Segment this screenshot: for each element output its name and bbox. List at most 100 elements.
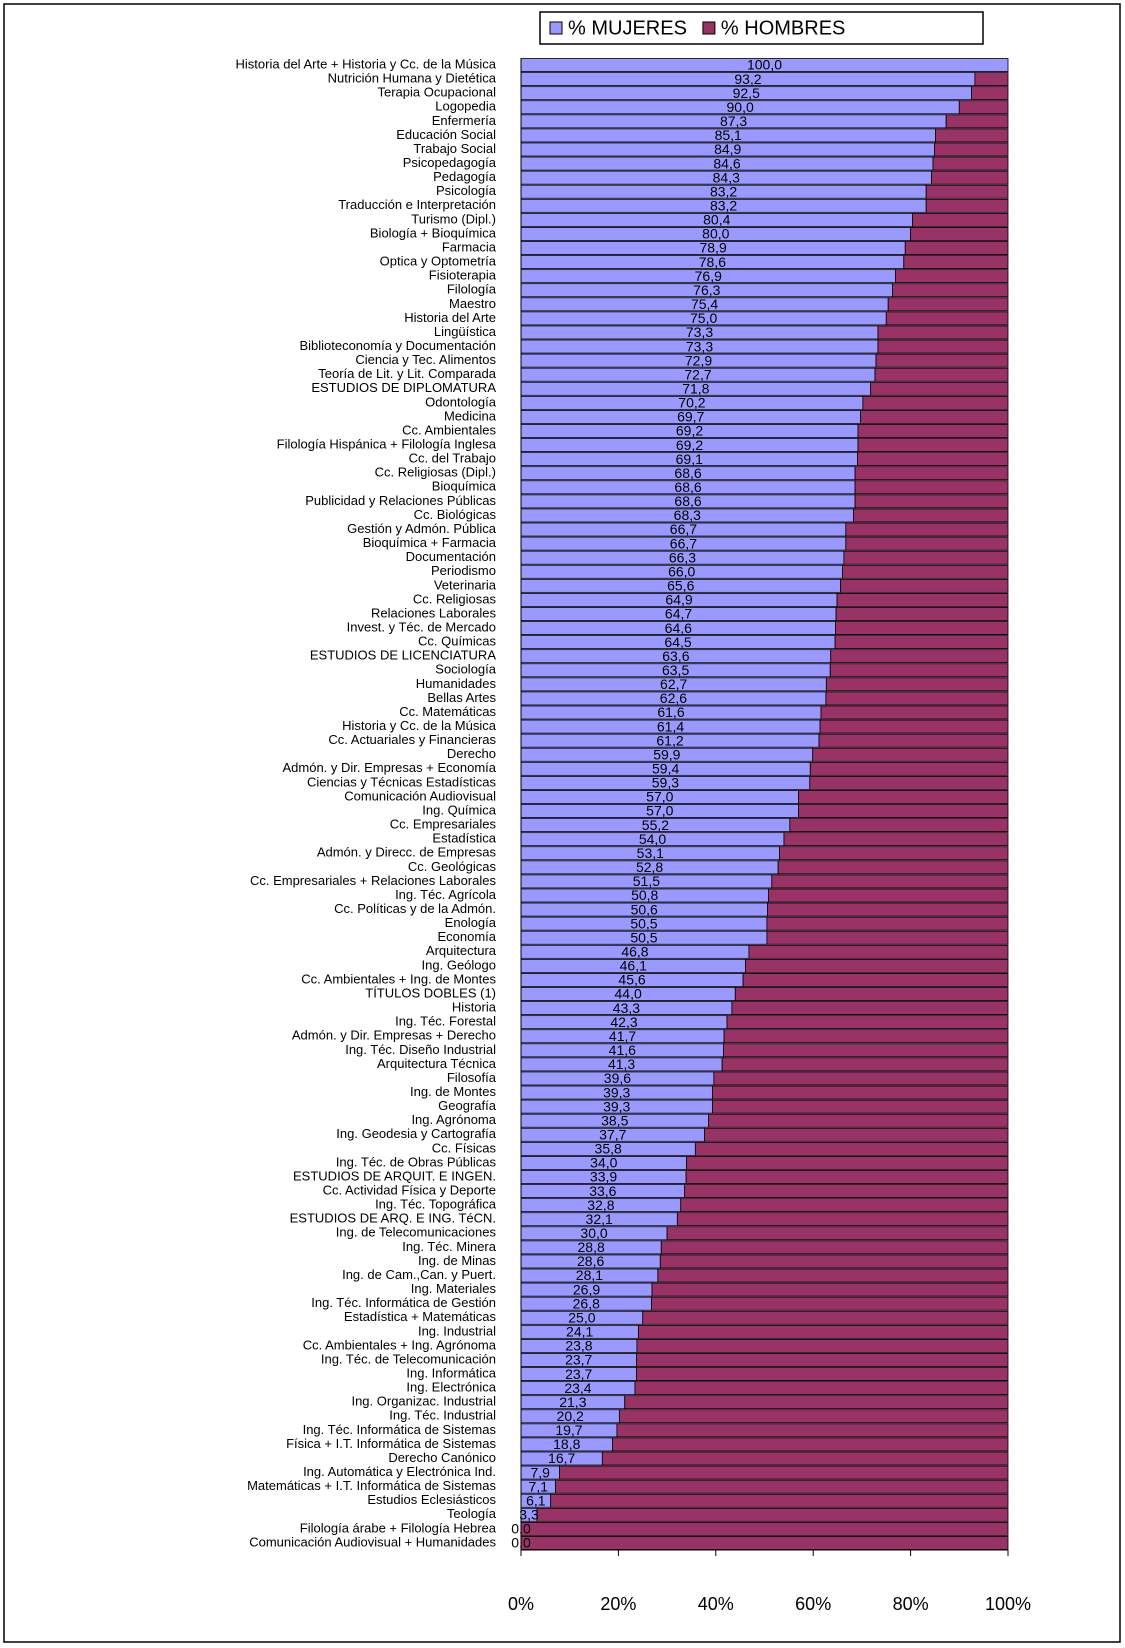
- bar-segment: [721, 1057, 1009, 1072]
- bar-segment: [820, 705, 1009, 720]
- category-label: Enfermería: [432, 113, 497, 128]
- legend-box: [539, 11, 984, 45]
- bar-segment: [636, 1367, 1009, 1381]
- bar-segment: [809, 775, 1009, 790]
- category-label: Gestión y Admón. Pública: [347, 521, 497, 536]
- bar-segment: [680, 1198, 1009, 1213]
- bar-segment: [731, 1001, 1009, 1016]
- x-tick-label: 0%: [508, 1594, 534, 1614]
- value-label: 64,7: [665, 606, 692, 622]
- category-label: Ing. Téc. Minera: [402, 1239, 496, 1254]
- value-label: 68,6: [674, 479, 701, 495]
- bar-segment: [809, 761, 1009, 776]
- category-label: ESTUDIOS DE LICENCIATURA: [310, 648, 496, 663]
- value-label: 64,6: [665, 620, 692, 636]
- value-label: 45,6: [618, 972, 645, 988]
- value-label: 41,3: [608, 1056, 635, 1072]
- value-label: 25,0: [568, 1309, 595, 1325]
- value-label: 46,1: [620, 958, 647, 974]
- bar-segment: [857, 438, 1009, 453]
- value-label: 34,0: [590, 1155, 617, 1171]
- category-label: Ing. Téc. Agrícola: [395, 887, 497, 902]
- bar-segment: [829, 663, 1009, 678]
- value-label: 84,9: [714, 141, 741, 157]
- value-label: 84,6: [713, 155, 740, 171]
- value-label: 23,8: [565, 1338, 592, 1354]
- legend-swatch: [702, 21, 716, 35]
- value-label: 65,6: [667, 578, 694, 594]
- category-label: Cc. Geológicas: [408, 859, 497, 874]
- bar-segment: [945, 114, 1009, 129]
- value-label: 59,4: [652, 761, 679, 777]
- bar-segment: [854, 494, 1009, 509]
- category-label: Ing. de Cam.,Can. y Puert.: [342, 1267, 496, 1282]
- category-label: Sociología: [435, 662, 496, 677]
- bar-segment: [934, 142, 1009, 157]
- category-label: Ciencias y Técnicas Estadísticas: [307, 774, 497, 789]
- bar-segment: [559, 1465, 1009, 1480]
- category-label: Fisioterapia: [429, 268, 497, 283]
- bar-segment: [601, 1451, 1009, 1466]
- value-label: 50,5: [630, 915, 657, 931]
- bar-segment: [748, 944, 1009, 959]
- category-label: Estudios Eclesiásticos: [367, 1492, 496, 1507]
- value-label: 72,9: [685, 352, 712, 368]
- category-label: Historia del Arte + Historia y Cc. de la…: [236, 56, 497, 71]
- category-label: Ing. Geodesia y Cartografía: [336, 1126, 496, 1141]
- category-label: Cc. Químicas: [418, 634, 497, 649]
- bar-segment: [870, 381, 1009, 396]
- bar-segment: [910, 227, 1009, 241]
- category-label: Enología: [445, 915, 497, 930]
- bar-segment: [723, 1043, 1009, 1058]
- bar-segment: [659, 1254, 1009, 1269]
- bar-segment: [726, 1015, 1009, 1030]
- value-label: 71,8: [682, 380, 709, 396]
- category-label: Turismo (Dipl.): [411, 211, 496, 226]
- value-label: 90,0: [727, 99, 754, 115]
- category-label: Ing. Materiales: [411, 1281, 497, 1296]
- bar-segment: [895, 269, 1009, 284]
- value-label: 18,8: [553, 1436, 580, 1452]
- category-label: Farmacia: [442, 239, 497, 254]
- bar-segment: [958, 100, 1009, 115]
- value-label: 68,6: [674, 465, 701, 481]
- bar-segment: [745, 958, 1009, 973]
- value-label: 43,3: [613, 1000, 640, 1016]
- category-label: Odontología: [425, 394, 497, 409]
- value-label: 23,4: [564, 1380, 591, 1396]
- bar-segment: [974, 72, 1009, 87]
- category-label: Cc. Ambientales + Ing. Agrónoma: [303, 1337, 497, 1352]
- value-label: 66,3: [669, 549, 696, 565]
- value-label: 64,9: [665, 592, 692, 608]
- bar-segment: [842, 564, 1009, 579]
- value-label: 28,1: [576, 1267, 603, 1283]
- value-label: 32,1: [586, 1211, 613, 1227]
- bar-segment: [853, 508, 1009, 523]
- value-label: 63,5: [662, 662, 689, 678]
- value-label: 23,7: [565, 1352, 592, 1368]
- value-label: 30,0: [580, 1225, 607, 1241]
- category-label: Ing. Electrónica: [406, 1380, 496, 1395]
- bar-segment: [685, 1170, 1009, 1184]
- bar-segment: [636, 1353, 1009, 1367]
- category-label: Arquitectura: [426, 943, 497, 958]
- bar-segment: [642, 1310, 1009, 1325]
- value-label: 66,7: [670, 535, 697, 551]
- category-label: Psicología: [436, 183, 497, 198]
- value-label: 69,1: [676, 451, 703, 467]
- category-label: Bellas Artes: [427, 690, 496, 705]
- bar-segment: [618, 1409, 1009, 1424]
- category-label: Derecho Canónico: [388, 1450, 496, 1465]
- category-label: Teoría de Lit. y Lit. Comparada: [318, 366, 497, 381]
- bar-segment: [935, 128, 1009, 143]
- bar-segment: [766, 930, 1009, 945]
- value-label: 57,0: [646, 803, 673, 819]
- bar-segment: [819, 719, 1009, 734]
- value-label: 61,6: [657, 704, 684, 720]
- category-label: Historia: [452, 1000, 497, 1015]
- value-label: 83,2: [710, 197, 737, 213]
- value-label: 78,9: [699, 240, 726, 256]
- category-label: Filosofía: [447, 1070, 497, 1085]
- category-label: Terapia Ocupacional: [377, 85, 496, 100]
- value-label: 20,2: [557, 1408, 584, 1424]
